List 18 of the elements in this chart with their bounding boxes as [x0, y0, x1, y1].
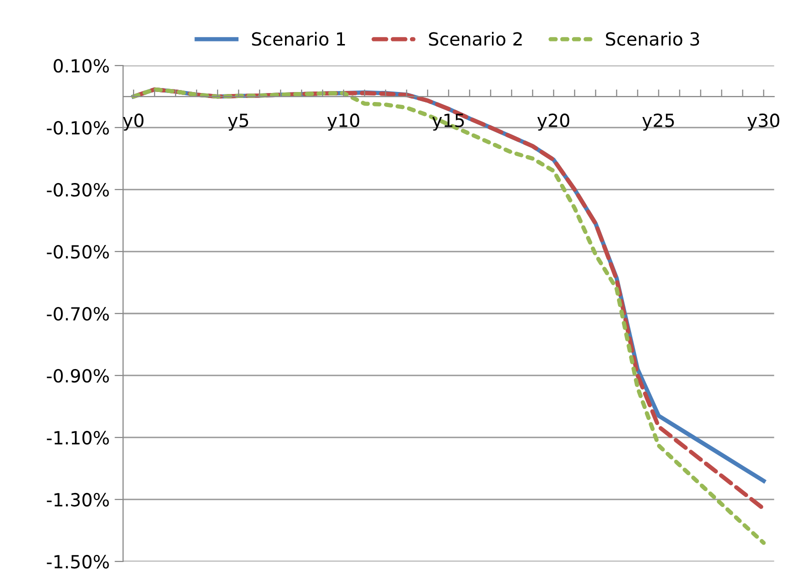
y-tick-label: -1.50%	[46, 554, 109, 569]
legend-label: Scenario 3	[606, 32, 700, 46]
y-tick-label: -0.10%	[46, 120, 109, 135]
x-tick-label: y25	[642, 114, 674, 131]
y-tick-label: -0.90%	[46, 368, 109, 383]
y-tick-label: 0.10%	[54, 59, 109, 73]
y-tick-label: -1.30%	[46, 492, 109, 507]
x-tick-label: y20	[537, 114, 570, 131]
y-tick-label: -0.70%	[46, 306, 109, 321]
y-tick-label: -0.50%	[46, 244, 109, 259]
y-tick-label: -1.10%	[46, 430, 109, 445]
x-tick-label: y10	[327, 114, 360, 131]
legend-label: Scenario 1	[252, 32, 345, 46]
y-tick-label: -0.30%	[46, 182, 109, 197]
legend-label: Scenario 2	[429, 32, 522, 46]
x-tick-label: y5	[228, 114, 248, 131]
x-tick-label: y30	[747, 114, 780, 131]
x-tick-label: y0	[123, 114, 144, 131]
